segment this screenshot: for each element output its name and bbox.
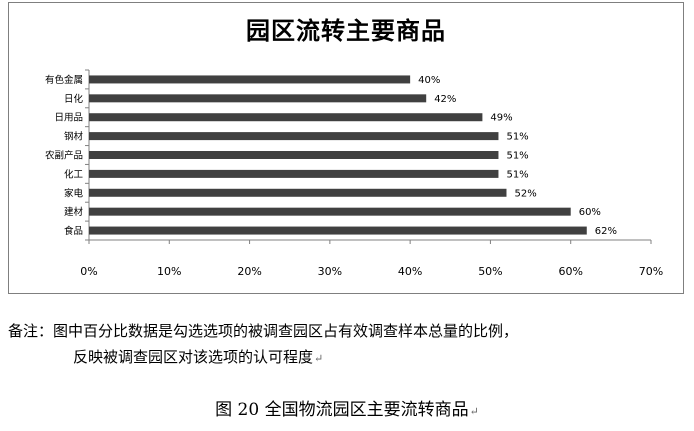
figure-caption: 图 20 全国物流园区主要流转商品↵ <box>0 395 694 420</box>
bar <box>89 207 571 216</box>
data-label: 51% <box>506 132 528 143</box>
category-label: 日化 <box>64 93 84 105</box>
return-mark-icon: ↵ <box>469 405 479 418</box>
chart-title: 园区流转主要商品 <box>246 16 446 45</box>
data-label: 51% <box>506 169 528 180</box>
bar <box>89 113 483 122</box>
x-tick-label: 50% <box>478 265 502 278</box>
data-label: 52% <box>514 188 536 199</box>
chart-plot: 0% 10% 20% 30% 40% 50% 60% 70% 有色金属 40% 日化 42% 日用品 49… <box>45 69 663 278</box>
category-label: 钢材 <box>64 131 84 143</box>
note-line-2-text: 反映被调查园区对该选项的认可程度 <box>73 348 314 366</box>
data-label: 62% <box>595 226 617 237</box>
x-tick-label: 30% <box>318 265 342 278</box>
category-label: 食品 <box>64 225 83 237</box>
x-tick-label: 10% <box>157 265 181 278</box>
note-line-1: 备注：图中百分比数据是勾选选项的被调查园区占有效调查样本总量的比例， <box>8 318 688 344</box>
x-tick-label: 60% <box>558 265 582 278</box>
note-line-1-text: 备注：图中百分比数据是勾选选项的被调查园区占有效调查样本总量的比例， <box>8 322 519 340</box>
data-label: 51% <box>506 151 528 162</box>
category-label: 化工 <box>64 168 84 180</box>
bar <box>89 226 587 235</box>
chart-note: 备注：图中百分比数据是勾选选项的被调查园区占有效调查样本总量的比例， 反映被调查… <box>8 318 688 372</box>
x-tick-label: 0% <box>80 265 97 278</box>
data-label: 42% <box>434 94 456 105</box>
bar <box>89 75 411 84</box>
bar <box>89 132 499 141</box>
category-label: 建材 <box>64 206 84 218</box>
bar <box>89 188 507 197</box>
data-label: 40% <box>418 75 440 86</box>
x-tick-label: 20% <box>237 265 261 278</box>
data-label: 49% <box>490 113 512 124</box>
x-tick-label: 40% <box>398 265 422 278</box>
bar <box>89 94 427 103</box>
data-label: 60% <box>579 207 601 218</box>
bar <box>89 151 499 159</box>
category-label: 家电 <box>64 187 84 199</box>
return-mark-icon: ↵ <box>314 352 324 365</box>
category-label: 农副产品 <box>45 150 83 162</box>
chart-frame: 园区流转主要商品 0% 10% 20% 30% 40% 50% 60% 70% 有色金属 40% 日… <box>8 2 684 294</box>
x-tick-label: 70% <box>639 265 663 278</box>
figure-caption-text: 图 20 全国物流园区主要流转商品 <box>215 400 469 420</box>
bar <box>89 169 499 178</box>
note-line-2: 反映被调查园区对该选项的认可程度↵ <box>8 344 688 372</box>
category-label: 有色金属 <box>45 74 83 86</box>
category-label: 日用品 <box>54 113 83 124</box>
